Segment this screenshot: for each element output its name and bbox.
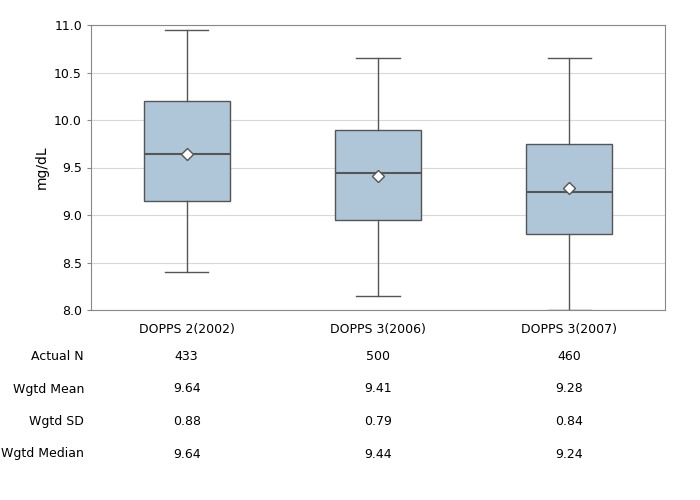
Text: 433: 433: [175, 350, 199, 363]
Text: Wgtd Mean: Wgtd Mean: [13, 382, 84, 396]
Text: 9.41: 9.41: [364, 382, 392, 396]
PathPatch shape: [526, 144, 612, 234]
Text: 0.84: 0.84: [555, 415, 583, 428]
Text: 0.88: 0.88: [173, 415, 201, 428]
Text: DOPPS 3(2006): DOPPS 3(2006): [330, 322, 426, 336]
Text: Wgtd SD: Wgtd SD: [29, 415, 84, 428]
Text: Wgtd Median: Wgtd Median: [1, 448, 84, 460]
Text: Actual N: Actual N: [32, 350, 84, 363]
Text: DOPPS 3(2007): DOPPS 3(2007): [522, 322, 617, 336]
PathPatch shape: [335, 130, 421, 220]
Text: 500: 500: [366, 350, 390, 363]
Text: 9.28: 9.28: [556, 382, 583, 396]
Text: 460: 460: [557, 350, 581, 363]
Text: 9.44: 9.44: [364, 448, 392, 460]
Text: 9.64: 9.64: [173, 382, 200, 396]
Y-axis label: mg/dL: mg/dL: [34, 146, 48, 190]
Text: 0.79: 0.79: [364, 415, 392, 428]
Text: 9.24: 9.24: [556, 448, 583, 460]
PathPatch shape: [144, 101, 230, 200]
Text: 9.64: 9.64: [173, 448, 200, 460]
Text: DOPPS 2(2002): DOPPS 2(2002): [139, 322, 234, 336]
